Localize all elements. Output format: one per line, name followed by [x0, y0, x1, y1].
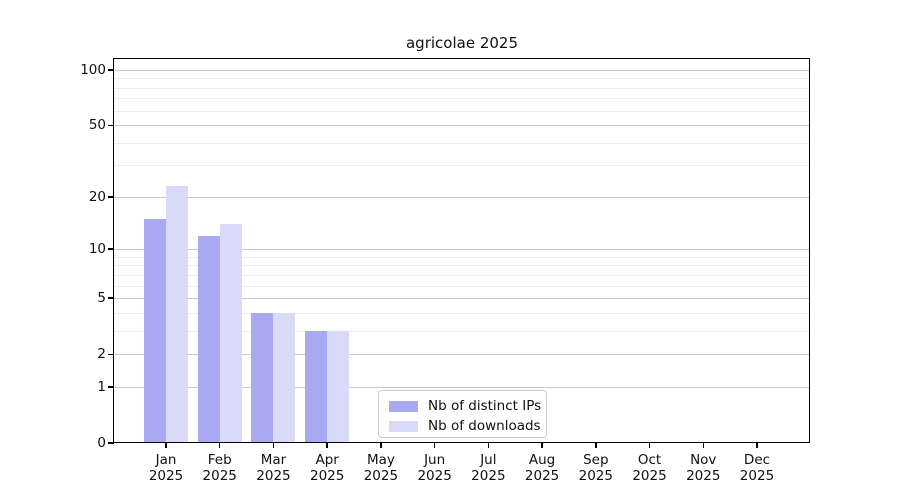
- y-tick-label-1: 1: [97, 378, 106, 395]
- y-tick-label-10: 10: [88, 241, 106, 258]
- x-tick-mark-jan: [165, 443, 167, 448]
- x-tick-label-jan: Jan 2025: [148, 452, 184, 484]
- y-gridline-minor-90: [114, 78, 810, 80]
- y-gridline-2: [114, 354, 810, 356]
- x-tick-mark-jun: [433, 443, 436, 448]
- y-tick-mark-2: [108, 353, 114, 355]
- legend-label-downloads: Nb of downloads: [428, 418, 541, 434]
- x-tick-mark-nov: [702, 443, 704, 448]
- y-gridline-minor-70: [114, 98, 810, 100]
- y-gridline-minor-8: [114, 265, 810, 267]
- bar-downloads-mar: [273, 312, 296, 443]
- chart-title: agricolae 2025: [405, 34, 518, 52]
- y-tick-label-50: 50: [88, 117, 106, 134]
- x-tick-label-feb: Feb 2025: [202, 452, 237, 484]
- x-tick-label-dec: Dec 2025: [739, 452, 775, 484]
- y-gridline-minor-4: [114, 312, 810, 314]
- y-tick-mark-0: [108, 442, 114, 444]
- legend-swatch-distinct-ips: [389, 400, 418, 412]
- y-gridline-1: [114, 386, 810, 388]
- y-gridline-minor-60: [114, 110, 810, 112]
- y-tick-mark-10: [108, 248, 114, 250]
- y-tick-label-5: 5: [97, 290, 106, 307]
- y-gridline-minor-40: [114, 142, 810, 144]
- y-gridline-50: [114, 125, 810, 127]
- y-tick-mark-50: [108, 124, 114, 126]
- y-gridline-minor-6: [114, 285, 810, 287]
- y-gridline-minor-7: [114, 274, 810, 276]
- legend-item-distinct-ips: Nb of distinct IPs: [389, 397, 546, 415]
- y-gridline-5: [114, 298, 810, 300]
- legend: Nb of distinct IPs Nb of downloads: [378, 390, 547, 438]
- bar-downloads-apr: [327, 330, 350, 443]
- x-tick-mark-feb: [219, 443, 221, 448]
- y-gridline-10: [114, 249, 810, 251]
- x-tick-label-sep: Sep 2025: [578, 452, 613, 484]
- legend-swatch-downloads: [389, 420, 418, 432]
- x-tick-label-jul: Jul 2025: [471, 452, 506, 484]
- x-tick-label-oct: Oct 2025: [632, 452, 667, 484]
- bar-downloads-jan: [166, 186, 188, 443]
- x-tick-label-may: May 2025: [363, 452, 399, 484]
- x-tick-mark-may: [380, 443, 382, 448]
- y-tick-label-20: 20: [88, 188, 106, 205]
- bar-distinct-ips-mar: [251, 312, 274, 443]
- x-tick-label-apr: Apr 2025: [309, 452, 345, 484]
- bar-downloads-feb: [219, 224, 242, 443]
- y-tick-mark-20: [108, 196, 114, 198]
- y-tick-label-0: 0: [97, 435, 106, 451]
- x-tick-label-mar: Mar 2025: [256, 452, 291, 484]
- x-tick-label-jun: Jun 2025: [417, 452, 452, 484]
- x-tick-mark-apr: [326, 443, 328, 448]
- y-tick-label-2: 2: [97, 346, 106, 363]
- x-tick-mark-dec: [756, 443, 758, 448]
- bar-distinct-ips-apr: [305, 330, 328, 443]
- x-tick-mark-sep: [595, 443, 597, 448]
- y-tick-label-100: 100: [80, 62, 106, 78]
- y-tick-mark-100: [108, 69, 114, 71]
- plot-area: [114, 59, 810, 443]
- bar-distinct-ips-feb: [197, 235, 220, 443]
- x-tick-label-nov: Nov 2025: [686, 452, 721, 484]
- legend-label-distinct-ips: Nb of distinct IPs: [428, 398, 542, 414]
- y-tick-mark-5: [108, 297, 114, 299]
- bar-distinct-ips-jan: [144, 218, 166, 443]
- x-tick-mark-aug: [541, 443, 543, 448]
- x-tick-mark-oct: [648, 443, 651, 448]
- x-tick-mark-jul: [487, 443, 490, 448]
- x-tick-label-aug: Aug 2025: [524, 452, 560, 484]
- y-gridline-minor-3: [114, 330, 810, 332]
- x-tick-mark-mar: [272, 443, 275, 448]
- y-gridline-minor-30: [114, 165, 810, 167]
- y-gridline-100: [114, 70, 810, 71]
- y-gridline-minor-9: [114, 256, 810, 258]
- y-gridline-20: [114, 196, 810, 198]
- y-gridline-minor-80: [114, 87, 810, 89]
- legend-item-downloads: Nb of downloads: [389, 417, 546, 435]
- y-tick-mark-1: [108, 386, 114, 388]
